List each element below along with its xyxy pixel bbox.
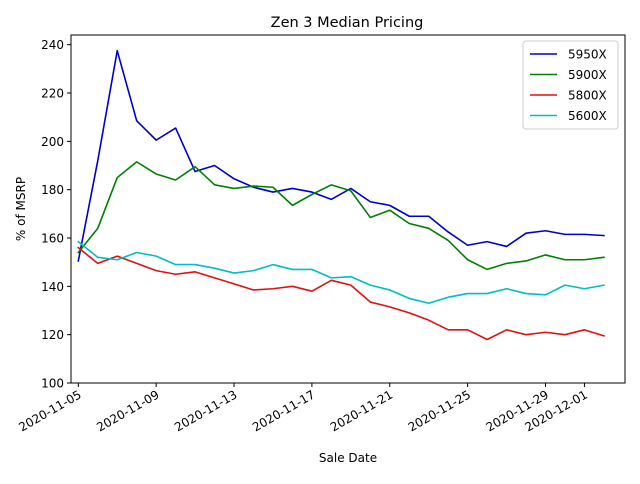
chart-title: Zen 3 Median Pricing bbox=[271, 15, 424, 31]
y-axis-label: % of MSRP bbox=[14, 177, 28, 241]
y-tick-label: 100 bbox=[41, 377, 64, 391]
x-tick-label: 2020-11-25 bbox=[406, 387, 473, 434]
y-tick-label: 140 bbox=[41, 280, 64, 294]
legend-label: 5950X bbox=[568, 48, 607, 62]
series-lines bbox=[77, 49, 605, 341]
y-tick-label: 160 bbox=[41, 232, 64, 246]
y-axis: 100 120 140 160 180 200 220 240 bbox=[41, 38, 71, 391]
x-tick-label: 2020-11-05 bbox=[16, 387, 83, 434]
x-tick-label: 2020-11-17 bbox=[250, 387, 317, 434]
plot-frame bbox=[70, 34, 626, 384]
x-axis-label: Sale Date bbox=[319, 451, 377, 465]
y-tick-label: 180 bbox=[41, 183, 64, 197]
legend-box bbox=[522, 40, 619, 130]
x-axis: 2020-11-05 2020-11-09 2020-11-13 2020-11-17… bbox=[16, 383, 590, 434]
legend-label: 5800X bbox=[568, 89, 607, 103]
series-line-5600x bbox=[77, 240, 605, 305]
x-tick-label: 2020-11-09 bbox=[94, 387, 161, 434]
x-tick-label: 2020-11-21 bbox=[328, 387, 395, 434]
y-tick-label: 220 bbox=[41, 87, 64, 101]
y-tick-label: 120 bbox=[41, 328, 64, 342]
legend-label: 5900X bbox=[568, 68, 607, 82]
legend-label: 5600X bbox=[568, 109, 607, 123]
series-line-5900x bbox=[77, 161, 605, 271]
series-line-5950x bbox=[77, 49, 605, 262]
x-tick-label: 2020-11-13 bbox=[172, 387, 239, 434]
y-tick-label: 200 bbox=[41, 135, 64, 149]
legend: 5950X 5900X 5800X 5600X bbox=[522, 40, 619, 130]
y-tick-label: 240 bbox=[41, 38, 64, 52]
series-line-5800x bbox=[77, 246, 605, 341]
